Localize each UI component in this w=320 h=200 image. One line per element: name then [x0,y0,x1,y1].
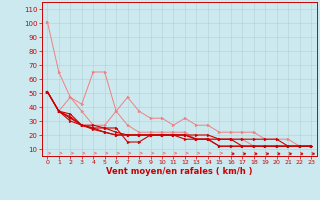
X-axis label: Vent moyen/en rafales ( km/h ): Vent moyen/en rafales ( km/h ) [106,167,252,176]
